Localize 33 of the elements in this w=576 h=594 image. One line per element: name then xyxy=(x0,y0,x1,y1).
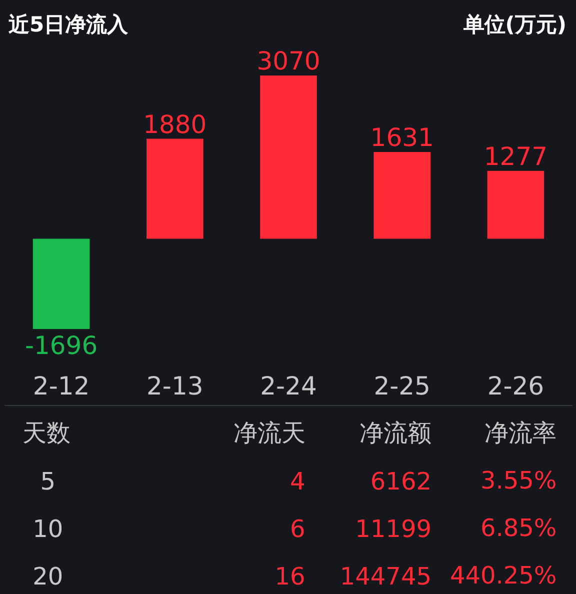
bar xyxy=(487,170,544,239)
text: 16 xyxy=(274,562,306,590)
text: 440.25% xyxy=(450,562,557,590)
text: 3.55% xyxy=(480,466,557,494)
x-tick-label: 2-13 xyxy=(146,372,204,400)
chart-subtitle: 单位(万元) xyxy=(462,12,567,36)
text: 6162 xyxy=(370,468,432,496)
text: 6.85% xyxy=(480,514,557,542)
x-tick-label: 2-12 xyxy=(32,372,90,400)
category-label: 净流天 xyxy=(233,419,306,447)
x-tick-label: 2-26 xyxy=(487,372,544,400)
data-label: 1880 xyxy=(143,110,207,139)
data-label: 3070 xyxy=(256,46,320,76)
text: 5 xyxy=(40,468,56,496)
bar xyxy=(374,152,430,239)
category-label: 净流率 xyxy=(484,419,557,447)
x-tick-label: 2-24 xyxy=(260,372,317,400)
category-label: 净流额 xyxy=(359,419,432,447)
category-label: 天数 xyxy=(22,419,70,447)
x-tick-label: 2-25 xyxy=(374,372,430,400)
data-label: 1277 xyxy=(484,142,548,171)
bar xyxy=(146,138,204,239)
text: 11199 xyxy=(355,515,432,543)
text: 144745 xyxy=(340,562,432,590)
text: 20 xyxy=(32,562,64,590)
data-label: 1631 xyxy=(370,123,434,152)
bar xyxy=(32,238,90,330)
data-label: -1696 xyxy=(24,331,98,360)
text: 4 xyxy=(290,468,306,496)
chart-title: 近5日净流入 xyxy=(8,12,130,36)
text: 10 xyxy=(32,515,64,543)
bar xyxy=(260,75,317,239)
text: 6 xyxy=(290,515,306,543)
